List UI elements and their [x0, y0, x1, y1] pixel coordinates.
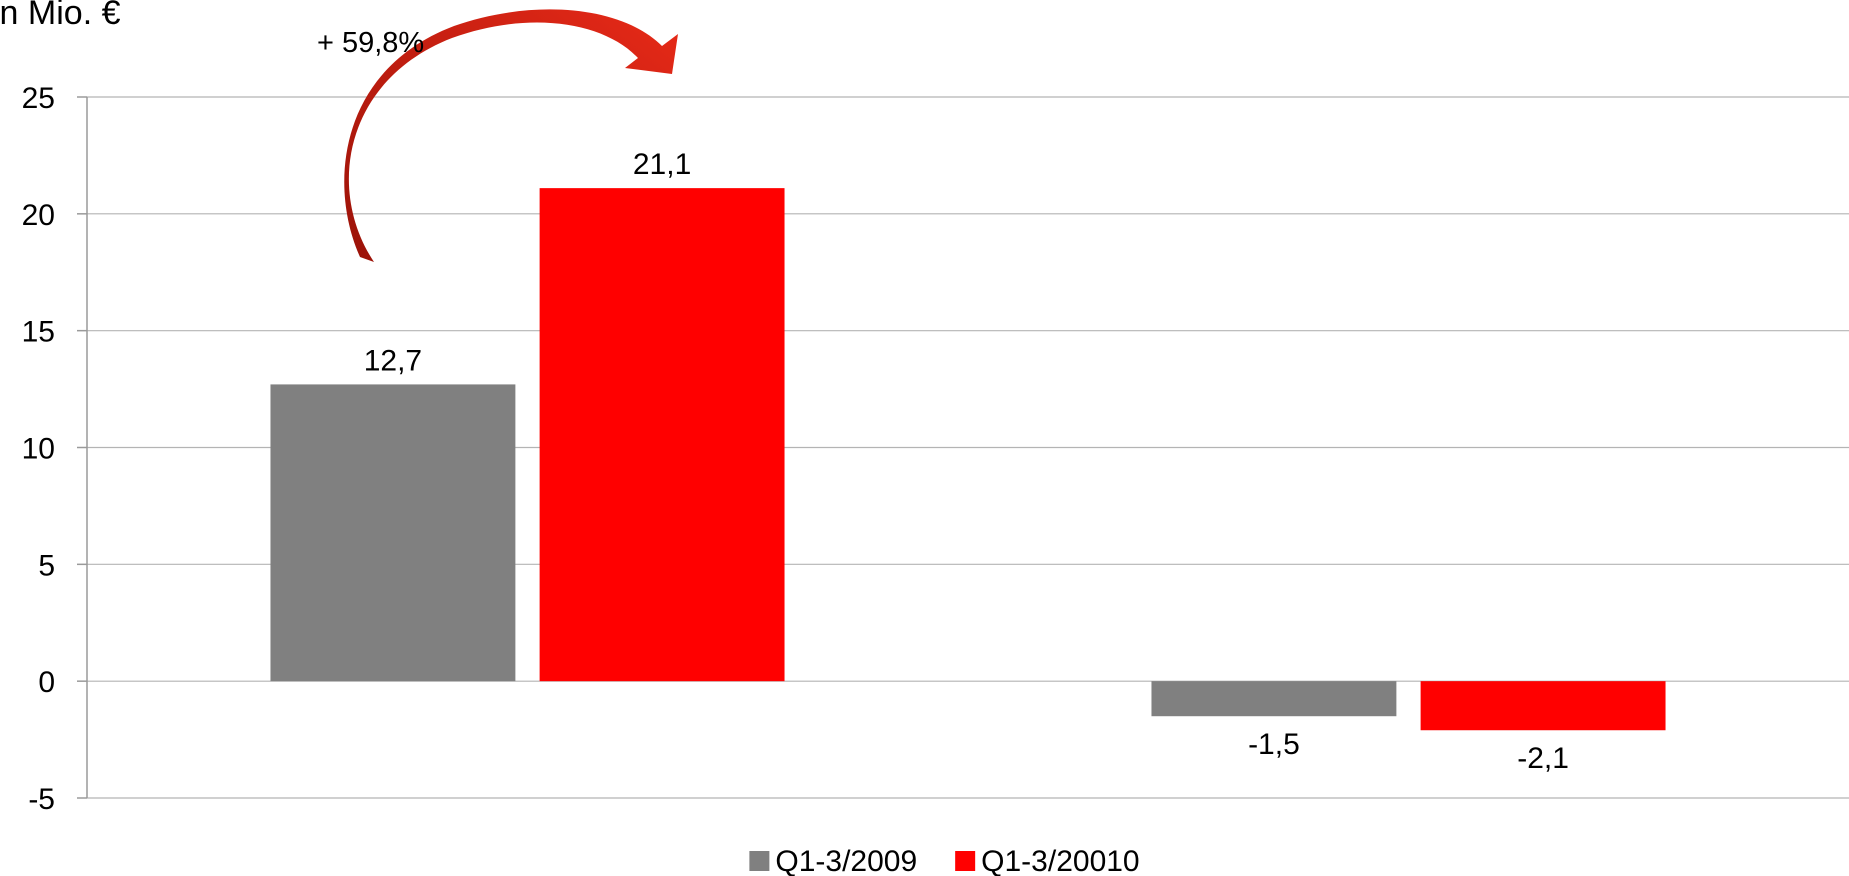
unit-label: in Mio. €	[0, 0, 121, 32]
data-label: -2,1	[1517, 742, 1569, 775]
bars	[270, 188, 1666, 731]
y-tick-label: 10	[22, 433, 55, 466]
y-tick-label: 20	[22, 199, 55, 232]
y-tick-label: 25	[22, 82, 55, 115]
y-tick-label: 5	[38, 549, 55, 582]
legend-item: Q1-3/2009	[749, 845, 917, 876]
bar	[1420, 681, 1666, 731]
bar	[270, 384, 516, 682]
curved-arrow-icon	[344, 9, 678, 262]
legend-swatch	[955, 851, 976, 871]
data-labels: 12,7 21,1 -1,5 -2,1	[364, 148, 1569, 775]
y-tick-label: -5	[28, 783, 55, 816]
y-tick-label: 0	[38, 666, 55, 699]
legend-label: Q1-3/20010	[981, 845, 1139, 876]
change-annotation: + 59,8%	[317, 27, 424, 59]
y-tick-labels: -5 0 5 10 15 20 25	[22, 82, 87, 816]
y-tick-label: 15	[22, 316, 55, 349]
bar	[539, 188, 785, 682]
data-label: 21,1	[633, 148, 691, 181]
increase-arrow	[344, 9, 678, 262]
legend: Q1-3/2009 Q1-3/20010	[749, 845, 1140, 876]
legend-label: Q1-3/2009	[775, 845, 917, 876]
data-label: -1,5	[1248, 728, 1300, 761]
bar	[1151, 681, 1397, 717]
legend-swatch	[749, 851, 770, 871]
data-label: 12,7	[364, 344, 422, 377]
legend-item: Q1-3/20010	[955, 845, 1140, 876]
